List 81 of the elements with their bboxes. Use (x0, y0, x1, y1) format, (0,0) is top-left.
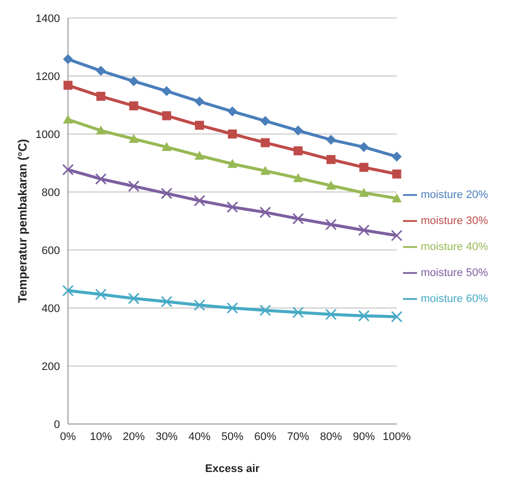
x-tick-label: 70% (287, 430, 310, 443)
point (260, 138, 270, 148)
legend-label: moisture 30% (420, 215, 488, 227)
y-tick-label: 1200 (36, 70, 60, 83)
point (62, 284, 74, 296)
point (292, 212, 304, 224)
y-tick-label: 200 (42, 360, 60, 373)
y-tick-label: 0 (54, 418, 60, 431)
point (358, 142, 369, 152)
point (63, 114, 73, 124)
point (292, 306, 304, 318)
point (259, 304, 271, 316)
point (392, 193, 402, 202)
point (294, 146, 303, 156)
point (359, 162, 368, 172)
point (228, 130, 237, 138)
legend-label: moisture 50% (420, 267, 488, 279)
point (390, 310, 402, 322)
point (227, 106, 238, 116)
x-tick-label: 80% (320, 430, 342, 443)
x-tick-label: 90% (352, 430, 376, 443)
point (259, 206, 271, 218)
point (325, 218, 337, 230)
point (63, 54, 73, 64)
point (162, 111, 172, 120)
point (293, 126, 304, 136)
x-tick-label: 100% (382, 430, 412, 443)
point (390, 230, 402, 242)
point (392, 170, 402, 179)
point (95, 288, 107, 300)
point (194, 150, 204, 160)
point (128, 180, 140, 192)
x-tick-label: 60% (254, 430, 276, 443)
point (96, 92, 106, 101)
y-tick-label: 1000 (36, 128, 60, 141)
legend-label: moisture 60% (420, 293, 488, 305)
point (358, 224, 370, 236)
point (326, 155, 336, 164)
point (392, 152, 402, 162)
point (194, 194, 206, 206)
point (96, 126, 106, 135)
point (194, 299, 206, 311)
point (129, 101, 138, 110)
point (194, 96, 204, 107)
x-tick-label: 40% (188, 430, 211, 443)
point (162, 86, 172, 96)
point (358, 188, 369, 197)
point (160, 188, 172, 200)
x-tick-label: 50% (221, 430, 244, 443)
point (194, 120, 204, 130)
y-tick-label: 600 (42, 244, 60, 257)
point (128, 292, 140, 304)
point (293, 173, 304, 182)
point (260, 166, 270, 175)
x-tick-label: 30% (156, 430, 178, 443)
legend-label: moisture 40% (420, 241, 488, 253)
point (325, 308, 337, 320)
point (64, 80, 72, 90)
point (358, 310, 370, 322)
point (326, 180, 336, 190)
legend-label: moisture 20% (420, 189, 488, 201)
point (162, 142, 172, 152)
point (326, 134, 336, 145)
point (128, 134, 139, 143)
y-tick-label: 800 (42, 186, 60, 199)
point (260, 116, 270, 126)
point (160, 296, 172, 308)
point (128, 76, 139, 86)
y-tick-label: 1400 (36, 12, 60, 25)
y-tick-label: 400 (42, 302, 60, 315)
point (62, 164, 74, 176)
y-axis-title: Temperatur pembakaran (°C) (15, 139, 30, 303)
point (226, 201, 238, 213)
x-tick-label: 20% (122, 430, 145, 443)
x-tick-label: 10% (90, 430, 112, 443)
point (226, 302, 238, 314)
point (96, 66, 106, 76)
x-axis-title: Excess air (205, 463, 260, 475)
point (227, 158, 238, 168)
x-tick-label: 0% (60, 430, 76, 443)
point (95, 173, 107, 185)
